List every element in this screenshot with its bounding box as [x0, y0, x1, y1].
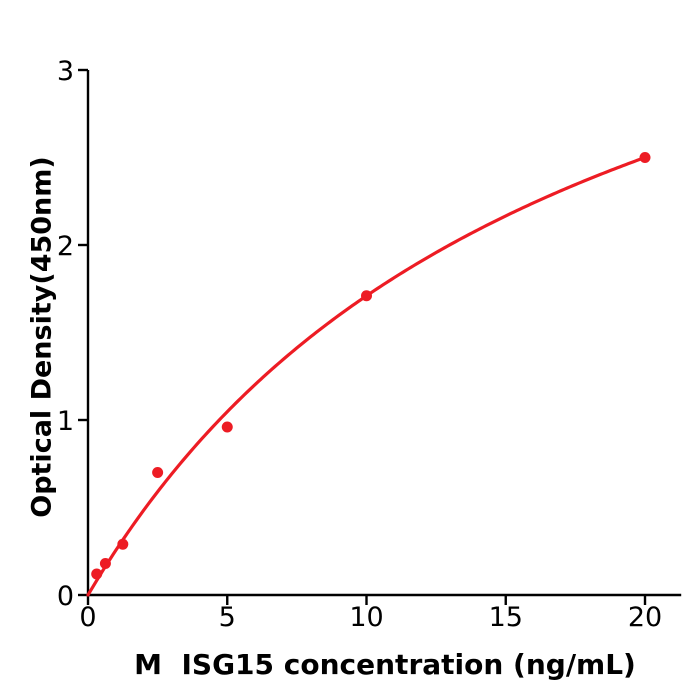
x-tick-label: 0	[79, 602, 96, 633]
data-point	[639, 152, 651, 163]
fit-curve-line	[86, 155, 647, 597]
data-point	[91, 568, 103, 580]
x-tick-label: 10	[349, 602, 383, 633]
x-tick-label: 20	[628, 602, 662, 633]
data-point	[99, 558, 111, 569]
data-point	[221, 421, 233, 433]
y-tick-label: 1	[57, 406, 74, 437]
y-axis-title: Optical Density(450nm)	[26, 156, 58, 518]
y-tick-label: 0	[57, 581, 74, 612]
y-tick-label: 2	[57, 231, 74, 262]
x-tick-label: 5	[219, 602, 236, 633]
x-tick-label: 15	[489, 602, 523, 633]
x-axis-title: M ISG15 concentration (ng/mL)	[134, 648, 636, 681]
data-point	[117, 538, 129, 550]
data-point	[152, 467, 164, 478]
data-point	[361, 290, 372, 302]
y-tick-label: 3	[57, 56, 74, 87]
